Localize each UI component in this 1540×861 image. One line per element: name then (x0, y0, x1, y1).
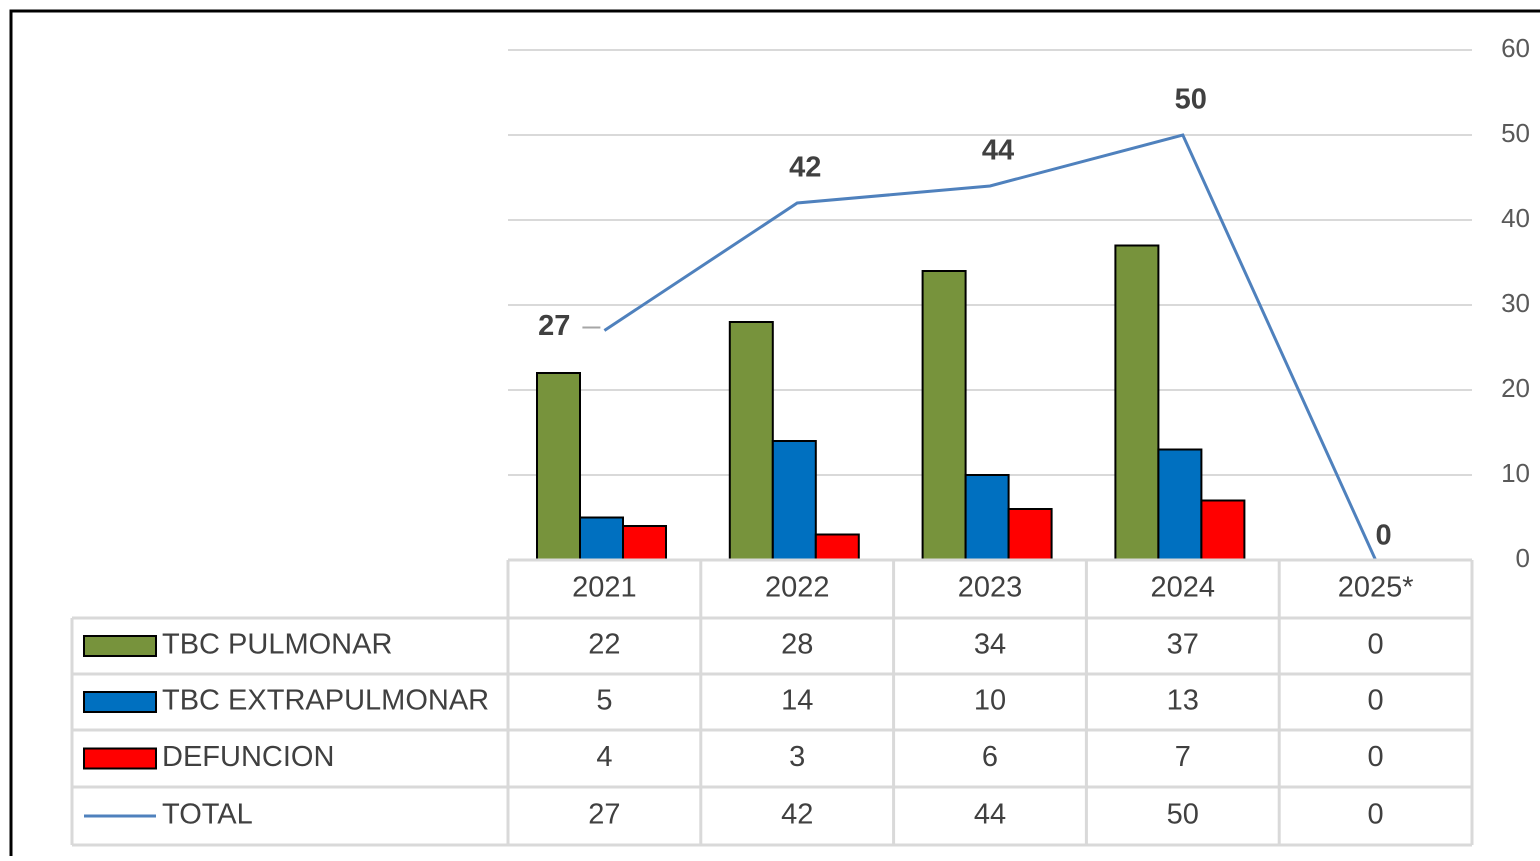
bar (1200, 499, 1246, 561)
legend-key (83, 691, 157, 713)
table-value: 14 (781, 685, 813, 717)
table-value: 22 (588, 629, 620, 661)
data-label: 42 (789, 152, 821, 184)
y-tick-label: 40 (1501, 203, 1530, 233)
bar (771, 440, 817, 561)
bar (1114, 244, 1160, 561)
y-tick-label: 20 (1501, 373, 1530, 403)
category-label: 2025* (1338, 572, 1414, 604)
table-value: 27 (588, 799, 620, 831)
data-label: 50 (1175, 84, 1207, 116)
category-label: 2022 (765, 572, 830, 604)
table-value: 0 (1368, 629, 1384, 661)
bar (728, 321, 774, 561)
y-tick-label: 30 (1501, 288, 1530, 318)
table-value: 4 (596, 741, 612, 773)
bar (1157, 448, 1203, 561)
table-value: 0 (1368, 799, 1384, 831)
category-label: 2023 (958, 572, 1023, 604)
table-value: 13 (1167, 685, 1199, 717)
table-value: 5 (596, 685, 612, 717)
legend-label: TBC PULMONAR (162, 629, 392, 661)
y-tick-label: 0 (1516, 543, 1530, 573)
table-value: 7 (1175, 741, 1191, 773)
line-series (603, 133, 1377, 561)
bar (622, 525, 667, 561)
table-value: 42 (781, 799, 813, 831)
table-value: 50 (1167, 799, 1199, 831)
category-label: 2024 (1151, 572, 1216, 604)
y-tick-label: 60 (1501, 33, 1530, 63)
table-value: 3 (789, 741, 805, 773)
y-tick-label: 50 (1501, 118, 1530, 148)
table-value: 44 (974, 799, 1006, 831)
table-value: 10 (974, 685, 1006, 717)
table-value: 0 (1368, 685, 1384, 717)
bar (1007, 508, 1053, 561)
table-value: 6 (982, 741, 998, 773)
table-value: 28 (781, 629, 813, 661)
chart-border (9, 9, 1540, 861)
table-value: 37 (1167, 629, 1199, 661)
legend-key (83, 747, 157, 770)
bar (921, 270, 967, 561)
legend-label: TBC EXTRAPULMONAR (162, 685, 489, 717)
data-label: 27 (538, 310, 570, 342)
data-label: 0 (1376, 520, 1392, 552)
bar (814, 533, 860, 561)
bar (536, 372, 581, 561)
legend-label: DEFUNCION (162, 741, 334, 773)
table-value: 34 (974, 629, 1006, 661)
legend-key (83, 635, 157, 657)
table-value: 0 (1368, 741, 1384, 773)
legend-label: TOTAL (162, 799, 253, 831)
bar (579, 516, 624, 561)
category-label: 2021 (572, 572, 637, 604)
data-label: 44 (982, 135, 1014, 167)
y-tick-label: 10 (1501, 458, 1530, 488)
bar (964, 474, 1010, 561)
